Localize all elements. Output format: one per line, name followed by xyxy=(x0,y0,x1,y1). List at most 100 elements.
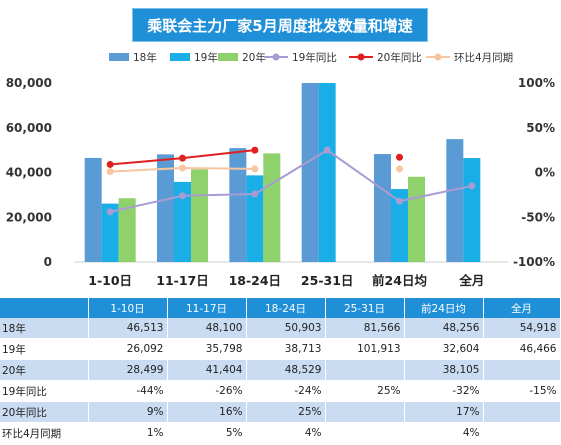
header-cell: 全月 xyxy=(483,298,561,318)
legend-label: 20年 xyxy=(242,51,266,64)
data-table: 1-10日 11-17日 18-24日 25-31日 前24日均 全月 18年 4… xyxy=(0,298,561,444)
point-20年同比 xyxy=(106,160,114,168)
point-环比4月同期 xyxy=(251,165,259,173)
point-19年同比 xyxy=(106,208,114,216)
table-cell: 46,466 xyxy=(483,338,561,360)
table-cell xyxy=(483,422,561,444)
point-19年同比 xyxy=(251,190,259,198)
header-cell: 11-17日 xyxy=(167,298,247,318)
point-19年同比 xyxy=(396,197,403,205)
table-cell: 32,604 xyxy=(404,338,484,360)
point-19年同比 xyxy=(468,182,476,190)
table-cell xyxy=(325,422,405,444)
legend-marker xyxy=(357,53,365,61)
bar-19年 xyxy=(174,181,191,262)
table-cell: 46,513 xyxy=(88,318,168,339)
point-环比4月同期 xyxy=(179,164,186,172)
point-20年同比 xyxy=(179,154,186,162)
legend-marker xyxy=(434,53,442,61)
table-row: 环比4月同期 1% 5% 4% 4% xyxy=(0,422,561,444)
table-cell: 4% xyxy=(404,422,484,444)
x-tick-label: 11-17日 xyxy=(156,273,208,288)
y2-tick-label: 50% xyxy=(526,121,555,135)
point-环比4月同期 xyxy=(396,165,403,173)
table-cell: 101,913 xyxy=(325,338,405,360)
x-tick-label: 25-31日 xyxy=(301,273,353,288)
y-tick-label: 60,000 xyxy=(6,121,52,135)
header-cell: 1-10日 xyxy=(88,298,168,318)
legend-label: 19年同比 xyxy=(292,51,337,64)
y2-tick-label: -50% xyxy=(521,210,555,224)
bar-18年 xyxy=(446,139,464,262)
table-cell: 48,100 xyxy=(167,318,247,339)
header-cell: 18-24日 xyxy=(246,298,326,318)
bar-18年 xyxy=(229,148,247,262)
table-cell: 41,404 xyxy=(167,359,247,381)
x-tick-label: 前24日均 xyxy=(372,273,427,288)
legend-swatch xyxy=(170,53,190,61)
bar-18年 xyxy=(374,154,391,262)
point-20年同比 xyxy=(396,153,403,161)
table-row: 18年 46,513 48,100 50,903 81,566 48,256 54,918 xyxy=(0,318,561,339)
row-label: 20年 xyxy=(0,359,89,381)
bar-20年 xyxy=(408,176,425,262)
table-cell: 81,566 xyxy=(325,318,405,339)
table-cell: 4% xyxy=(246,422,326,444)
bar-20年 xyxy=(191,169,208,262)
point-环比4月同期 xyxy=(106,168,114,176)
table-cell: 28,499 xyxy=(88,359,168,381)
table-cell: -24% xyxy=(246,380,326,402)
table-row: 19年 26,092 35,798 38,713 101,913 32,604 46,466 xyxy=(0,338,561,360)
bar-19年 xyxy=(101,203,119,262)
bar-19年 xyxy=(463,158,481,262)
point-20年同比 xyxy=(251,146,259,154)
chart-title: 乘联会主力厂家5月周度批发数量和增速 xyxy=(132,8,428,42)
y2-tick-label: -100% xyxy=(513,255,555,269)
table-cell: 9% xyxy=(88,401,168,423)
table-row: 20年 28,499 41,404 48,529 38,105 xyxy=(0,359,561,381)
bar-19年 xyxy=(318,83,336,262)
bar-19年 xyxy=(391,189,408,262)
row-label: 20年同比 xyxy=(0,401,89,423)
y2-tick-label: 0% xyxy=(535,166,555,180)
y2-tick-label: 100% xyxy=(518,76,555,90)
row-label: 18年 xyxy=(0,318,89,339)
table-cell: 38,105 xyxy=(404,359,484,381)
y-tick-label: 20,000 xyxy=(6,210,52,224)
table-cell: 48,256 xyxy=(404,318,484,339)
x-tick-label: 1-10日 xyxy=(88,273,132,288)
bar-18年 xyxy=(301,83,319,262)
table-cell: 35,798 xyxy=(167,338,247,360)
table-cell: -15% xyxy=(483,380,561,402)
legend-label: 19年 xyxy=(194,51,218,64)
table-cell: 38,713 xyxy=(246,338,326,360)
table-cell: 17% xyxy=(404,401,484,423)
row-label: 19年同比 xyxy=(0,380,89,402)
bar-20年 xyxy=(118,198,136,262)
table-cell xyxy=(483,359,561,381)
table-cell: 1% xyxy=(88,422,168,444)
legend-swatch xyxy=(218,53,238,61)
table-cell: 16% xyxy=(167,401,247,423)
header-cell: 前24日均 xyxy=(404,298,484,318)
row-label: 环比4月同期 xyxy=(0,422,89,444)
table-cell: 26,092 xyxy=(88,338,168,360)
header-cell xyxy=(0,298,89,318)
table-cell: 5% xyxy=(167,422,247,444)
y-tick-label: 80,000 xyxy=(6,76,52,90)
table-cell: 25% xyxy=(325,380,405,402)
line-19年同比 xyxy=(109,148,473,213)
table-row: 20年同比 9% 16% 25% 17% xyxy=(0,401,561,423)
table-cell: 48,529 xyxy=(246,359,326,381)
table-cell: -44% xyxy=(88,380,168,402)
y-tick-label: 40,000 xyxy=(6,166,52,180)
legend-label: 18年 xyxy=(133,51,157,64)
bar-18年 xyxy=(157,154,174,262)
table-cell: 54,918 xyxy=(483,318,561,339)
x-tick-label: 全月 xyxy=(458,273,484,288)
legend-label: 20年同比 xyxy=(377,51,422,64)
table-cell: 50,903 xyxy=(246,318,326,339)
x-tick-label: 18-24日 xyxy=(229,273,281,288)
legend-marker xyxy=(272,53,280,61)
table-cell xyxy=(483,401,561,423)
